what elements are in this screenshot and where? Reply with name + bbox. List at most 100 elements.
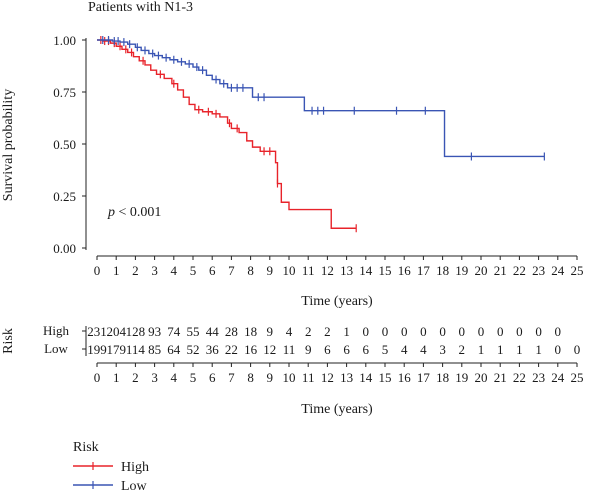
risk-x-tick-label: 5 <box>190 370 197 385</box>
risk-x-tick-label: 0 <box>94 370 101 385</box>
risk-x-tick-label: 20 <box>475 370 488 385</box>
x-tick-label: 5 <box>190 263 197 278</box>
risk-count-high: 0 <box>459 324 466 339</box>
risk-count-low: 6 <box>324 342 331 357</box>
x-tick-label: 1 <box>113 263 120 278</box>
risk-row-label-low: Low <box>44 341 68 356</box>
risk-count-low: 22 <box>225 342 238 357</box>
risk-x-tick-label: 15 <box>379 370 392 385</box>
x-tick-label: 6 <box>209 263 216 278</box>
risk-x-axis-label: Time (years) <box>301 402 373 417</box>
risk-x-ticks: 0 1 2 3 4 5 6 7 8 9 10 11 12 13 14 15 16 17 18 19 20 21 22 23 24… <box>94 363 584 385</box>
risk-x-tick-label: 19 <box>455 370 468 385</box>
risk-count-low: 36 <box>206 342 220 357</box>
risk-x-tick-label: 18 <box>436 370 449 385</box>
y-tick-label: 0.50 <box>53 137 76 152</box>
curve-low <box>97 39 545 158</box>
risk-count-high: 0 <box>420 324 427 339</box>
y-tick-label: 0.00 <box>53 241 76 256</box>
x-tick-label: 21 <box>494 263 507 278</box>
risk-x-tick-label: 22 <box>513 370 526 385</box>
risk-count-high: 0 <box>382 324 389 339</box>
risk-x-tick-label: 16 <box>398 370 412 385</box>
curve-high <box>97 39 357 229</box>
x-axis-label: Time (years) <box>301 294 373 309</box>
risk-count-high: 0 <box>363 324 370 339</box>
x-tick-label: 19 <box>455 263 468 278</box>
x-tick-label: 0 <box>94 263 101 278</box>
risk-count-low: 3 <box>439 342 446 357</box>
x-tick-label: 14 <box>359 263 373 278</box>
risk-count-high: 2 <box>305 324 312 339</box>
risk-x-tick-label: 10 <box>283 370 296 385</box>
risk-x-tick-label: 13 <box>340 370 353 385</box>
risk-x-tick-label: 25 <box>571 370 584 385</box>
risk-count-low: 64 <box>167 342 181 357</box>
legend-label-high: High <box>121 460 149 475</box>
risk-count-high: 0 <box>516 324 523 339</box>
x-tick-label: 18 <box>436 263 449 278</box>
y-tick-label: 0.25 <box>53 189 76 204</box>
x-tick-label: 20 <box>475 263 488 278</box>
risk-count-high: 0 <box>555 324 562 339</box>
x-tick-label: 13 <box>340 263 353 278</box>
risk-count-high: 4 <box>286 324 293 339</box>
risk-count-low: 114 <box>126 342 146 357</box>
x-tick-label: 25 <box>571 263 584 278</box>
y-axis-label: Survival probability <box>1 89 16 201</box>
risk-x-tick-label: 12 <box>321 370 334 385</box>
risk-x-tick-label: 7 <box>228 370 235 385</box>
risk-count-low: 2 <box>459 342 466 357</box>
x-tick-label: 15 <box>379 263 392 278</box>
x-tick-label: 22 <box>513 263 526 278</box>
risk-count-low: 4 <box>401 342 408 357</box>
risk-x-tick-label: 21 <box>494 370 507 385</box>
risk-count-high: 0 <box>401 324 408 339</box>
risk-count-low: 85 <box>148 342 161 357</box>
risk-count-low: 1 <box>535 342 542 357</box>
risk-count-low: 199 <box>87 342 107 357</box>
risk-x-tick-label: 6 <box>209 370 216 385</box>
risk-count-low: 0 <box>555 342 562 357</box>
x-tick-label: 3 <box>151 263 158 278</box>
risk-x-tick-label: 14 <box>359 370 373 385</box>
risk-table-title: Risk <box>1 328 16 354</box>
risk-count-low: 52 <box>187 342 200 357</box>
risk-count-low: 11 <box>283 342 296 357</box>
x-tick-label: 23 <box>532 263 545 278</box>
risk-count-high: 204 <box>106 324 126 339</box>
risk-count-low: 4 <box>420 342 427 357</box>
risk-count-high: 1 <box>343 324 350 339</box>
chart-title: Patients with N1-3 <box>88 0 193 15</box>
x-tick-label: 7 <box>228 263 235 278</box>
risk-x-tick-label: 24 <box>551 370 565 385</box>
survival-curves <box>97 36 545 233</box>
risk-count-low: 9 <box>305 342 312 357</box>
x-tick-label: 2 <box>132 263 139 278</box>
risk-count-low: 1 <box>478 342 485 357</box>
p-value-symbol: p <box>107 205 115 220</box>
p-value-annotation: p < 0.001 <box>107 205 161 220</box>
risk-count-high: 231 <box>87 324 107 339</box>
y-ticks: 0.00 0.25 0.50 0.75 1.00 <box>53 33 86 256</box>
risk-count-high: 0 <box>439 324 446 339</box>
legend: High Low <box>73 460 149 494</box>
risk-count-high: 128 <box>126 324 146 339</box>
risk-count-low: 5 <box>382 342 389 357</box>
risk-x-tick-label: 8 <box>247 370 254 385</box>
x-tick-label: 9 <box>267 263 274 278</box>
x-ticks: 0 1 2 3 4 5 6 7 8 9 10 11 12 13 14 15 16 17 18 19 20 21 22 23 24… <box>94 256 584 278</box>
risk-count-high: 28 <box>225 324 238 339</box>
y-tick-label: 1.00 <box>53 33 76 48</box>
risk-count-low: 0 <box>574 342 581 357</box>
risk-count-low: 179 <box>106 342 126 357</box>
risk-row-label-high: High <box>43 323 70 338</box>
risk-count-low: 16 <box>244 342 258 357</box>
risk-count-high: 44 <box>206 324 220 339</box>
x-tick-label: 16 <box>398 263 412 278</box>
risk-x-tick-label: 23 <box>532 370 545 385</box>
risk-x-tick-label: 1 <box>113 370 120 385</box>
risk-count-high: 2 <box>324 324 331 339</box>
risk-count-high: 0 <box>535 324 542 339</box>
